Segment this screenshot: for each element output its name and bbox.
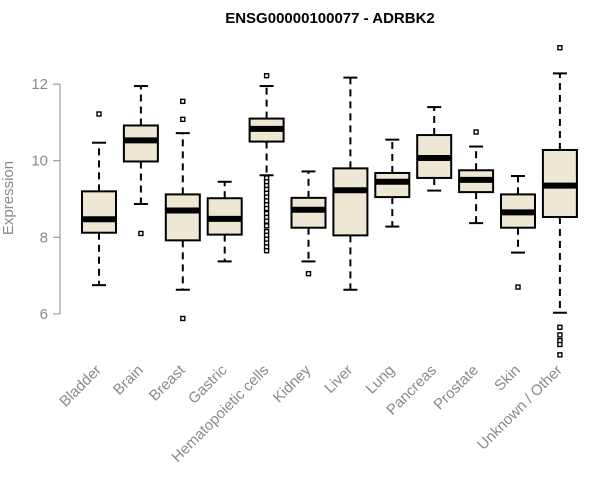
box-group xyxy=(164,98,201,322)
box-group xyxy=(206,180,243,263)
x-tick-label: Brain xyxy=(110,362,147,399)
y-axis-label: Expression xyxy=(0,161,17,235)
outlier-point xyxy=(263,223,270,229)
boxes-layer xyxy=(81,45,578,358)
box-group xyxy=(500,175,536,290)
box-group xyxy=(541,45,578,358)
box-iqr xyxy=(122,124,159,163)
outlier-point xyxy=(263,72,270,79)
y-tick-label: 8 xyxy=(40,229,48,246)
x-tick-label: Lung xyxy=(363,362,399,398)
box-group xyxy=(248,72,285,254)
x-tick-label: Liver xyxy=(321,362,356,397)
box-group xyxy=(122,85,159,237)
x-tick-label: Kidney xyxy=(270,361,315,406)
outlier-point xyxy=(138,230,144,237)
outlier-point xyxy=(96,111,102,117)
x-tick-label: Breast xyxy=(146,361,189,404)
outlier-point xyxy=(557,332,563,338)
box-group xyxy=(458,129,495,225)
outlier-point xyxy=(180,315,186,322)
outlier-point xyxy=(305,270,312,277)
outlier-point xyxy=(515,284,521,290)
box-group xyxy=(416,106,453,192)
outlier-point xyxy=(180,116,186,123)
outlier-point xyxy=(557,45,563,51)
box-iqr xyxy=(374,171,411,199)
outlier-point xyxy=(180,98,186,105)
x-tick-label: Skin xyxy=(491,362,524,395)
y-tick-label: 10 xyxy=(31,153,48,170)
box-group xyxy=(290,170,327,277)
y-axis: 6 8 10 12 xyxy=(31,76,61,323)
y-tick-label: 12 xyxy=(31,76,48,93)
box-iqr xyxy=(290,196,327,229)
x-tick-label: Prostate xyxy=(430,362,482,414)
outlier-point xyxy=(557,341,563,348)
box-iqr xyxy=(164,193,201,242)
x-tick-label: Bladder xyxy=(56,362,105,411)
chart-title: ENSG00000100077 - ADRBK2 xyxy=(225,10,435,27)
outlier-point xyxy=(473,129,479,135)
box-group xyxy=(81,111,117,287)
box-iqr xyxy=(332,167,369,237)
outlier-point xyxy=(263,205,270,212)
box-group xyxy=(332,76,369,291)
box-group xyxy=(374,138,411,228)
outlier-point xyxy=(263,218,270,224)
outlier-point xyxy=(557,324,563,330)
y-tick-label: 6 xyxy=(40,306,48,323)
box-iqr xyxy=(81,190,117,234)
outlier-point xyxy=(263,247,270,254)
outlier-point xyxy=(557,352,563,358)
